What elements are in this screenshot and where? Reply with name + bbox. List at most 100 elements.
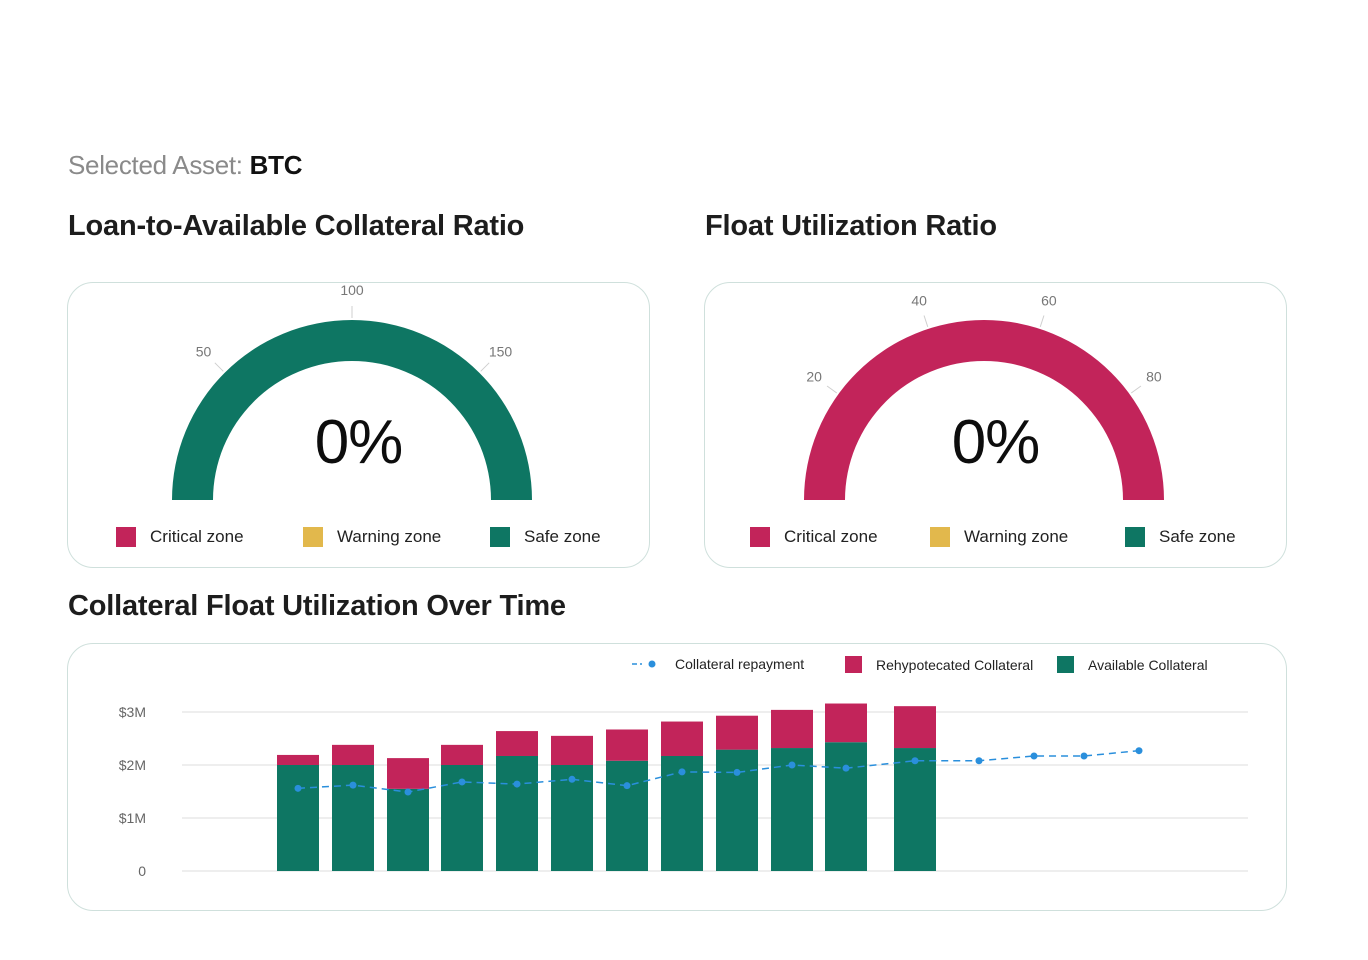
gauge-tick-label: 80	[1146, 369, 1162, 385]
legend-warning-zone[interactable]: Warning zone	[303, 527, 441, 547]
ltv-gauge-chart: 50 100 150	[172, 283, 532, 500]
bar-rehypotecated-collateral[interactable]	[825, 703, 867, 743]
selected-asset-label: Selected Asset:	[68, 150, 243, 180]
repayment-line	[297, 749, 1140, 793]
bar-rehypotecated-collateral[interactable]	[716, 715, 758, 750]
gauge-tick-mark	[214, 362, 224, 372]
bar-available-collateral[interactable]	[771, 748, 813, 871]
bar-rehypotecated-collateral[interactable]	[441, 744, 483, 765]
bar-available-collateral[interactable]	[277, 765, 319, 871]
legend-rehypotecated-collateral[interactable]: Rehypotecated Collateral	[845, 656, 1033, 673]
gauge-arc	[804, 320, 1164, 500]
repayment-point[interactable]	[1135, 747, 1143, 755]
y-tick-label: 0	[138, 863, 146, 879]
repayment-point[interactable]	[975, 757, 983, 765]
warning-zone-swatch	[930, 527, 950, 547]
legend-safe-zone[interactable]: Safe zone	[490, 527, 601, 547]
bar-rehypotecated-collateral[interactable]	[606, 729, 648, 761]
gauge-tick-mark	[826, 385, 838, 394]
repayment-point[interactable]	[788, 761, 796, 769]
gauge-tick-label: 20	[806, 369, 822, 385]
bar-rehypotecated-collateral[interactable]	[771, 709, 813, 749]
float-gauge-title: Float Utilization Ratio	[705, 210, 997, 242]
bar-rehypotecated-collateral[interactable]	[661, 721, 703, 756]
float-gauge-legend: Critical zone Warning zone Safe zone	[705, 527, 1286, 555]
legend-label: Warning zone	[964, 527, 1069, 546]
legend-label: Collateral repayment	[675, 656, 805, 672]
ltv-gauge-value: 0%	[314, 408, 404, 477]
gauge-tick-label: 40	[911, 292, 927, 308]
utilization-chart-card: Collateral repayment Rehypotecated Colla…	[67, 643, 1287, 911]
bar-available-collateral[interactable]	[716, 749, 758, 871]
legend-label: Safe zone	[1159, 527, 1236, 546]
legend-critical-zone[interactable]: Critical zone	[116, 527, 244, 547]
legend-label: Critical zone	[150, 527, 244, 546]
repayment-point[interactable]	[349, 781, 357, 789]
repayment-point[interactable]	[513, 780, 521, 788]
y-tick-label: $2M	[119, 757, 146, 773]
legend-collateral-repayment[interactable]: Collateral repayment	[631, 656, 804, 672]
y-tick-label: $1M	[119, 810, 146, 826]
legend-label: Safe zone	[524, 527, 601, 546]
legend-safe-zone[interactable]: Safe zone	[1125, 527, 1236, 547]
utilization-bar-chart: 0 $1M $2M $3M	[119, 703, 1248, 879]
legend-label: Available Collateral	[1088, 656, 1208, 673]
legend-available-collateral[interactable]: Available Collateral	[1057, 656, 1208, 673]
repayment-legend-icon	[632, 660, 656, 668]
selected-asset: Selected Asset: BTC	[68, 150, 303, 181]
legend-warning-zone[interactable]: Warning zone	[930, 527, 1068, 547]
float-gauge-card: 20 40 60 80 0% Critical zone Warning zone S…	[704, 282, 1287, 568]
bar-available-collateral[interactable]	[894, 748, 936, 871]
warning-zone-swatch	[303, 527, 323, 547]
legend-label: Rehypotecated Collateral	[876, 656, 1034, 673]
safe-zone-swatch	[1125, 527, 1145, 547]
legend-label: Critical zone	[784, 527, 878, 546]
gauge-tick-mark	[480, 362, 490, 372]
repayment-point[interactable]	[404, 788, 412, 796]
bar-rehypotecated-collateral[interactable]	[277, 754, 319, 765]
available-swatch	[1057, 656, 1074, 673]
gauge-tick-label: 100	[340, 283, 364, 298]
selected-asset-value[interactable]: BTC	[249, 150, 303, 180]
repayment-point[interactable]	[623, 782, 631, 790]
bar-available-collateral[interactable]	[332, 765, 374, 871]
float-gauge-value: 0%	[951, 408, 1041, 477]
y-tick-label: $3M	[119, 704, 146, 720]
bar-available-collateral[interactable]	[496, 755, 538, 871]
bar-rehypotecated-collateral[interactable]	[496, 731, 538, 756]
repayment-point[interactable]	[911, 757, 919, 765]
legend-critical-zone[interactable]: Critical zone	[750, 527, 878, 547]
repayment-point[interactable]	[842, 764, 850, 772]
critical-zone-swatch	[750, 527, 770, 547]
bar-available-collateral[interactable]	[387, 788, 429, 871]
bar-rehypotecated-collateral[interactable]	[551, 735, 593, 765]
repayment-point[interactable]	[733, 768, 741, 776]
bar-rehypotecated-collateral[interactable]	[332, 744, 374, 765]
ltv-gauge-title: Loan-to-Available Collateral Ratio	[68, 210, 525, 242]
gauge-tick-label: 50	[196, 344, 212, 360]
gauge-tick-label: 150	[489, 344, 513, 360]
gauge-tick-mark	[1039, 315, 1045, 328]
gauge-arc	[172, 320, 532, 500]
gauge-tick-mark	[923, 315, 929, 328]
ltv-gauge-card: 50 100 150 0% Critical zone Warning zone S…	[67, 282, 650, 568]
gauge-tick-label: 60	[1041, 292, 1057, 308]
repayment-point[interactable]	[1030, 752, 1038, 760]
bar-available-collateral[interactable]	[825, 742, 867, 871]
safe-zone-swatch	[490, 527, 510, 547]
repayment-point[interactable]	[568, 775, 576, 783]
rehypotecated-swatch	[845, 656, 862, 673]
bar-rehypotecated-collateral[interactable]	[387, 758, 429, 789]
repayment-point[interactable]	[294, 784, 302, 792]
utilization-chart-title: Collateral Float Utilization Over Time	[68, 590, 566, 622]
critical-zone-swatch	[116, 527, 136, 547]
legend-label: Warning zone	[337, 527, 442, 546]
repayment-point[interactable]	[678, 768, 686, 776]
repayment-point[interactable]	[1080, 752, 1088, 760]
float-gauge-chart: 20 40 60 80	[804, 292, 1164, 500]
bar-available-collateral[interactable]	[606, 760, 648, 871]
ltv-gauge-legend: Critical zone Warning zone Safe zone	[68, 527, 649, 555]
repayment-point[interactable]	[458, 778, 466, 786]
gauge-tick-mark	[1130, 385, 1142, 394]
bar-rehypotecated-collateral[interactable]	[894, 706, 936, 749]
